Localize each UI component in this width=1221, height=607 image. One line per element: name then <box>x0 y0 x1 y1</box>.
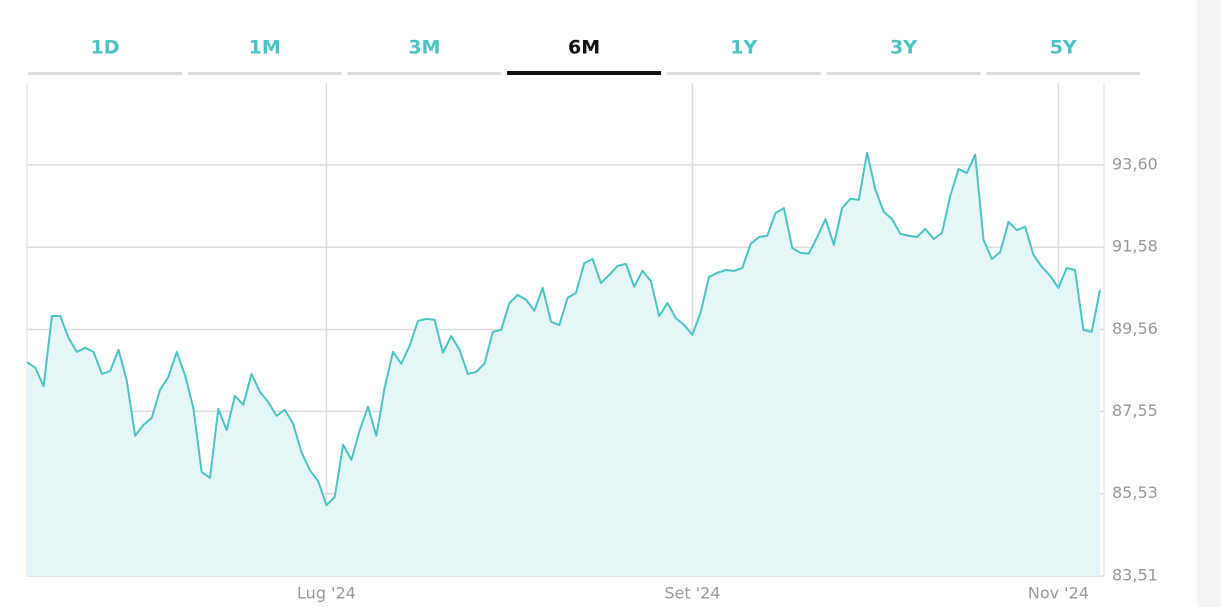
tab-label[interactable]: 1D <box>91 37 120 59</box>
side-panel <box>1197 0 1221 607</box>
x-tick-label: Nov '24 <box>1028 584 1089 603</box>
tab-label[interactable]: 3Y <box>890 37 917 59</box>
tab-underline <box>986 72 1141 75</box>
area <box>27 152 1100 577</box>
tab-underline <box>507 71 662 75</box>
line <box>26 151 1101 507</box>
tab-label[interactable]: 6M <box>568 37 600 59</box>
tab-underline <box>666 72 821 75</box>
y-tick-label: 91,58 <box>1112 237 1158 256</box>
tab-underline <box>28 72 182 75</box>
tab-label[interactable]: 3M <box>408 37 440 59</box>
tab-underline <box>826 72 981 75</box>
tab-label[interactable]: 1Y <box>730 37 757 59</box>
y-tick-label: 93,60 <box>1112 154 1158 173</box>
y-tick-label: 89,56 <box>1112 319 1158 338</box>
y-tick-label: 83,51 <box>1112 566 1158 585</box>
tab-underline <box>187 72 342 75</box>
y-tick-label: 85,53 <box>1112 483 1158 502</box>
tab-label[interactable]: 1M <box>249 37 281 59</box>
tab-underline <box>347 72 502 75</box>
y-tick-label: 87,55 <box>1112 401 1158 420</box>
tab-label[interactable]: 5Y <box>1050 37 1077 59</box>
x-tick-label: Set '24 <box>664 584 720 603</box>
x-tick-label: Lug '24 <box>297 584 356 603</box>
